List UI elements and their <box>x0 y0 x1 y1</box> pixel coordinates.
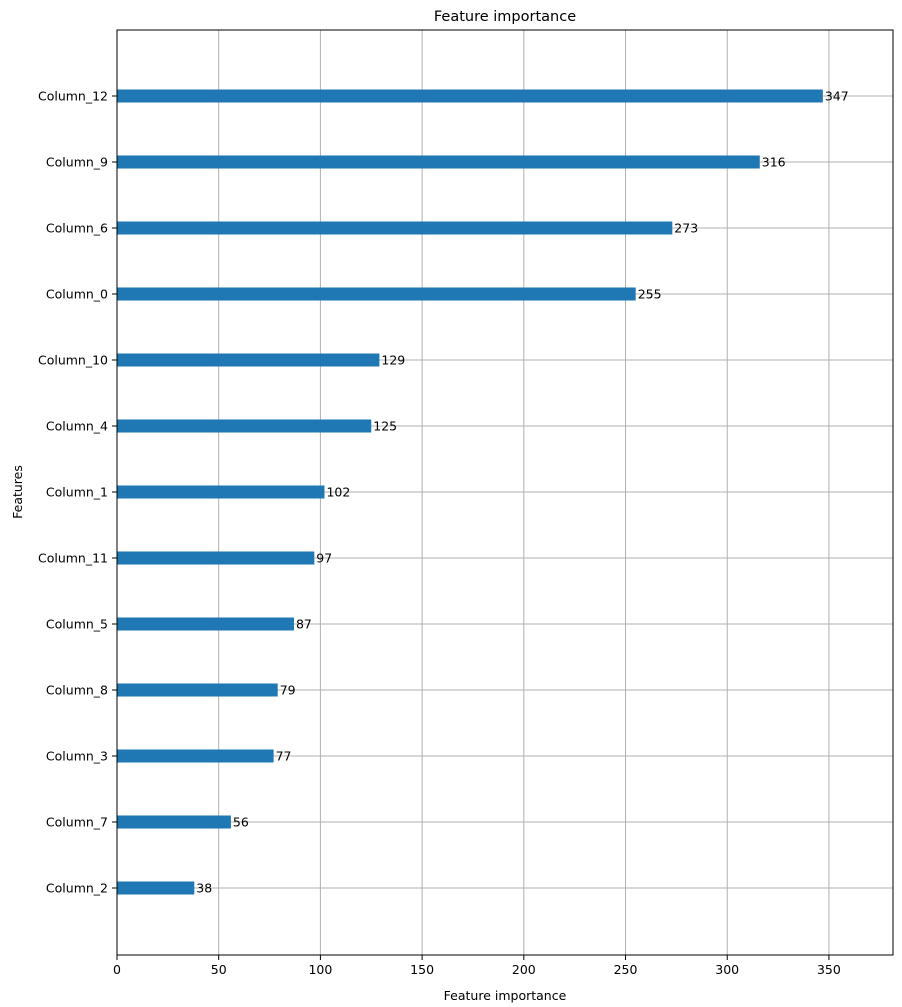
data-label: 255 <box>638 287 662 302</box>
bar <box>117 287 636 301</box>
x-tick-label: 100 <box>308 962 332 977</box>
bar <box>117 155 760 169</box>
y-tick-label: Column_5 <box>46 617 108 632</box>
data-label: 125 <box>373 419 397 434</box>
y-tick-label: Column_1 <box>46 485 108 500</box>
bar <box>117 881 195 895</box>
y-axis-label: Features <box>10 465 25 519</box>
chart-title: Feature importance <box>434 9 576 25</box>
x-tick-label: 50 <box>211 962 227 977</box>
y-tick-label: Column_0 <box>46 287 108 302</box>
y-tick-label: Column_8 <box>46 683 108 698</box>
bar-layer <box>117 89 823 895</box>
data-label: 79 <box>280 683 296 698</box>
y-tick-label: Column_7 <box>46 815 108 830</box>
data-label: 273 <box>674 221 698 236</box>
data-label: 347 <box>825 89 849 104</box>
y-tick-label: Column_4 <box>46 419 108 434</box>
x-tick-label: 0 <box>113 962 121 977</box>
label-layer: 347 316 273 255 129 125 102 97 87 79 77 56 38 <box>196 89 848 896</box>
data-label: 129 <box>381 353 405 368</box>
tick-layer: 0 50 100 150 200 250 300 350 Column_12 Column_9 Co… <box>38 89 841 978</box>
bar <box>117 617 294 631</box>
bar <box>117 485 325 499</box>
data-label: 316 <box>762 155 786 170</box>
x-tick-label: 200 <box>512 962 536 977</box>
x-tick-label: 250 <box>614 962 638 977</box>
data-label: 56 <box>233 815 249 830</box>
bar <box>117 683 278 697</box>
x-tick-label: 150 <box>410 962 434 977</box>
x-tick-label: 350 <box>817 962 841 977</box>
y-tick-label: Column_6 <box>46 221 108 236</box>
y-tick-label: Column_3 <box>46 749 108 764</box>
bar <box>117 89 823 103</box>
x-axis-label: Feature importance <box>444 988 567 1003</box>
data-label: 38 <box>196 881 212 896</box>
data-label: 87 <box>296 617 312 632</box>
bar <box>117 353 380 367</box>
data-label: 97 <box>316 551 332 566</box>
bar <box>117 749 274 763</box>
y-tick-label: Column_11 <box>38 551 108 566</box>
bar <box>117 815 231 829</box>
data-label: 77 <box>276 749 292 764</box>
bar <box>117 419 372 433</box>
bar <box>117 551 315 565</box>
y-tick-label: Column_12 <box>38 89 108 104</box>
x-tick-label: 300 <box>715 962 739 977</box>
data-label: 102 <box>326 485 350 500</box>
bar <box>117 221 673 235</box>
y-tick-label: Column_9 <box>46 155 108 170</box>
y-tick-label: Column_2 <box>46 881 108 896</box>
y-tick-label: Column_10 <box>38 353 108 368</box>
